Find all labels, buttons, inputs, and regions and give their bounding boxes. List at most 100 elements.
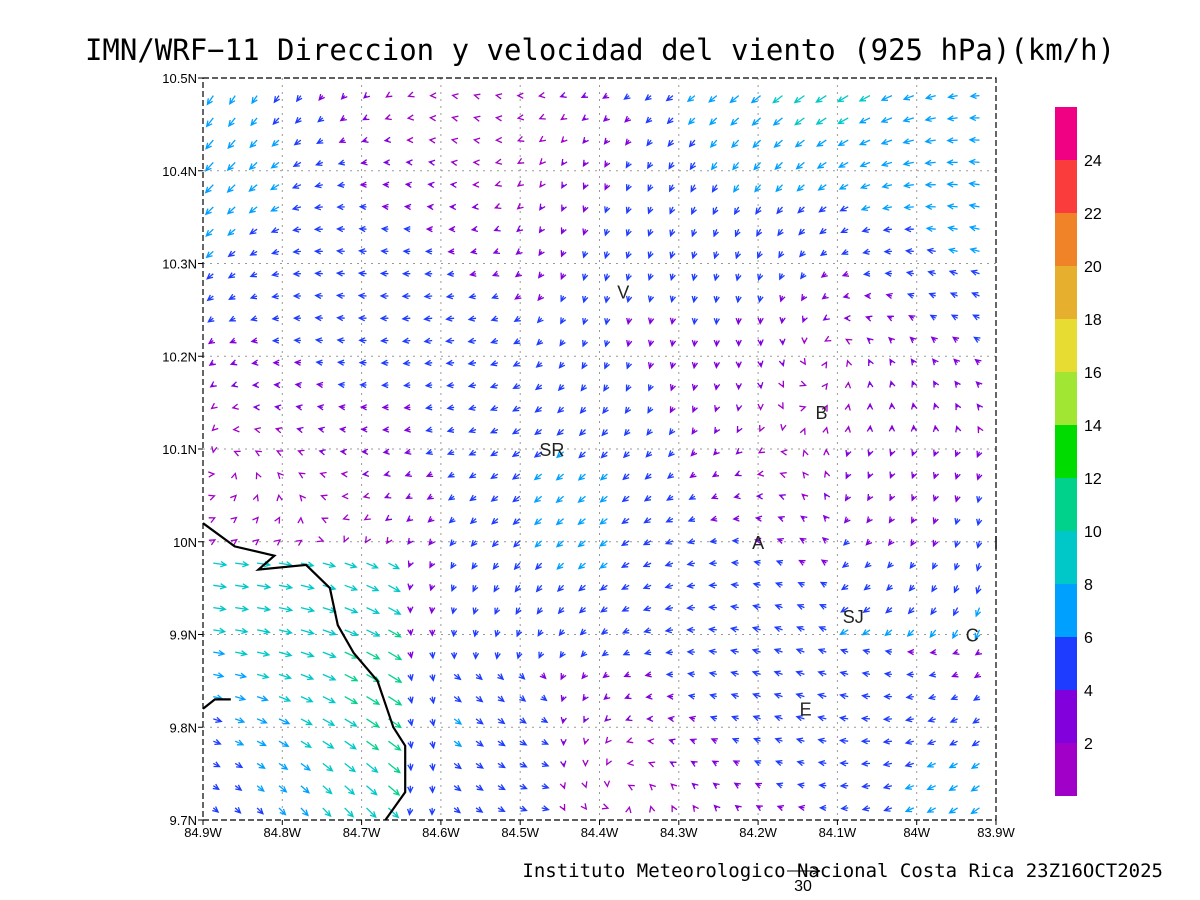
wind-vector <box>515 607 522 616</box>
wind-vector <box>314 292 323 300</box>
wind-vector <box>336 225 345 233</box>
wind-vector <box>734 804 742 812</box>
wind-vector <box>975 585 982 595</box>
wind-vector <box>338 404 346 411</box>
wind-vector <box>691 361 699 370</box>
city-label: SJ <box>843 607 864 627</box>
wind-vector <box>314 314 323 322</box>
wind-vector <box>512 360 521 367</box>
lat-tick-label: 10.4N <box>162 164 197 179</box>
wind-vector <box>446 270 455 278</box>
wind-vector <box>335 292 345 299</box>
wind-vector <box>625 384 632 392</box>
wind-vector <box>560 738 567 747</box>
wind-vector <box>735 404 743 412</box>
wind-vector <box>402 359 411 367</box>
wind-vector <box>381 426 390 433</box>
wind-vector <box>822 314 830 321</box>
wind-vector <box>775 184 783 193</box>
wind-vector <box>931 584 938 593</box>
wind-vector <box>512 338 521 345</box>
wind-vector <box>362 114 370 121</box>
wind-vector <box>604 183 611 191</box>
wind-vector <box>924 93 936 100</box>
wind-vector <box>751 626 761 633</box>
wind-vector <box>450 607 458 615</box>
wind-vector <box>272 359 280 366</box>
wind-vector <box>358 337 367 344</box>
wind-vector <box>513 562 521 571</box>
wind-vector <box>622 473 630 481</box>
wind-vector <box>649 805 656 813</box>
wind-vector <box>539 158 546 166</box>
wind-vector <box>735 361 742 369</box>
wind-vector <box>388 696 403 706</box>
wind-vector <box>889 449 896 457</box>
wind-vector <box>801 493 809 501</box>
wind-vector <box>453 806 462 814</box>
wind-vector <box>560 760 567 768</box>
wind-vector <box>475 784 484 791</box>
city-label: E <box>800 700 812 720</box>
lon-tick-label: 84.6W <box>422 825 460 840</box>
wind-vector <box>904 716 914 723</box>
wind-vector <box>842 292 850 299</box>
wind-vector <box>972 694 981 701</box>
wind-vector <box>665 649 674 656</box>
wind-vector <box>778 359 785 367</box>
wind-vector <box>336 337 345 344</box>
colorbar-swatch <box>1055 690 1077 743</box>
wind-vector <box>976 473 983 481</box>
wind-vector <box>538 113 546 120</box>
wind-vector <box>861 670 871 678</box>
wind-vector <box>344 562 358 569</box>
wind-vector <box>733 782 741 789</box>
wind-vector <box>211 424 219 432</box>
wind-vector <box>604 362 610 370</box>
colorbar-label: 10 <box>1084 524 1102 541</box>
wind-vector <box>387 762 401 774</box>
wind-vector <box>475 718 484 725</box>
wind-vector <box>708 670 717 678</box>
wind-vector <box>864 561 872 569</box>
wind-vector <box>424 248 433 255</box>
wind-vector <box>278 695 292 703</box>
wind-vector <box>336 359 345 366</box>
wind-vector <box>404 470 412 477</box>
wind-vector <box>469 517 477 525</box>
colorbar-label: 24 <box>1084 153 1102 170</box>
wind-vector <box>278 583 294 590</box>
wind-vector <box>776 206 783 215</box>
wind-vector <box>930 607 937 616</box>
wind-vector <box>425 426 433 433</box>
lon-tick-label: 84.2W <box>739 825 777 840</box>
wind-vector <box>795 670 805 677</box>
wind-vector <box>407 785 414 794</box>
wind-vector <box>235 605 250 612</box>
wind-vector <box>278 651 293 658</box>
wind-vector <box>953 585 960 594</box>
wind-vector <box>779 316 786 325</box>
wind-vector <box>428 137 436 144</box>
wind-vector <box>235 583 250 590</box>
wind-vector <box>860 760 871 767</box>
wind-vector <box>582 273 589 282</box>
wind-vector <box>493 203 502 210</box>
wind-vector <box>772 117 783 126</box>
wind-vector <box>497 806 506 812</box>
wind-vector <box>946 181 958 188</box>
wind-vector <box>292 292 301 300</box>
wind-vector <box>779 273 785 281</box>
wind-vector <box>248 161 258 171</box>
wind-vector <box>603 273 611 282</box>
wind-vector <box>599 562 608 569</box>
wind-vector <box>687 117 696 125</box>
wind-vector <box>968 136 980 144</box>
wind-vector <box>686 648 695 656</box>
wind-vector <box>904 248 914 255</box>
wind-vector <box>911 471 918 480</box>
colorbar-swatch <box>1055 637 1077 690</box>
wind-vector <box>453 673 462 681</box>
wind-vector <box>300 740 312 748</box>
wind-vector <box>713 251 720 260</box>
